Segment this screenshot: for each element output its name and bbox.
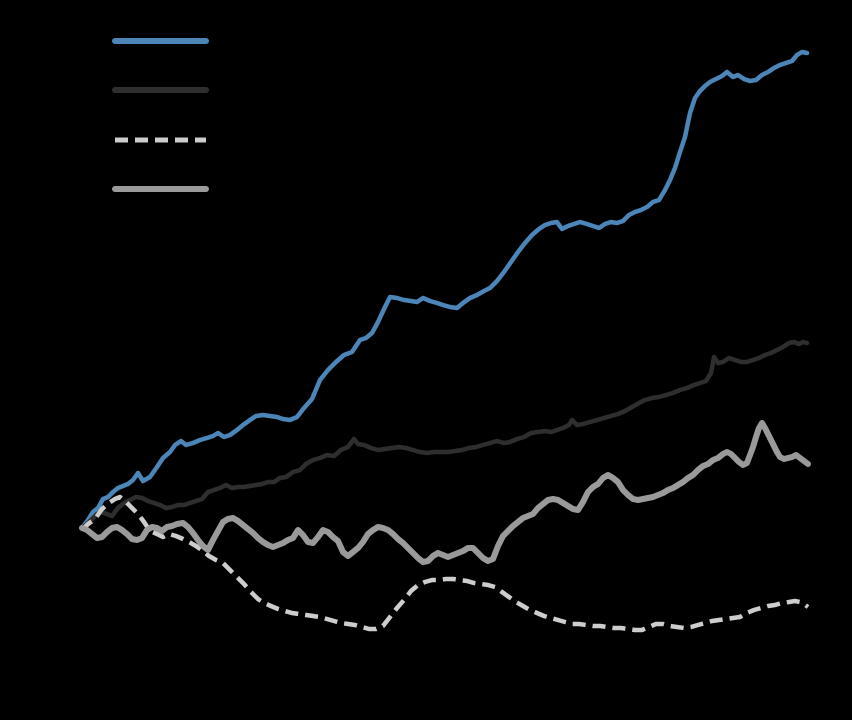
series-line-blue (79, 49, 810, 531)
series-lines (79, 49, 811, 633)
series-line-gray (79, 420, 811, 565)
legend (112, 38, 209, 192)
series-line-dashed (80, 494, 810, 633)
series-line-dark (79, 339, 810, 531)
